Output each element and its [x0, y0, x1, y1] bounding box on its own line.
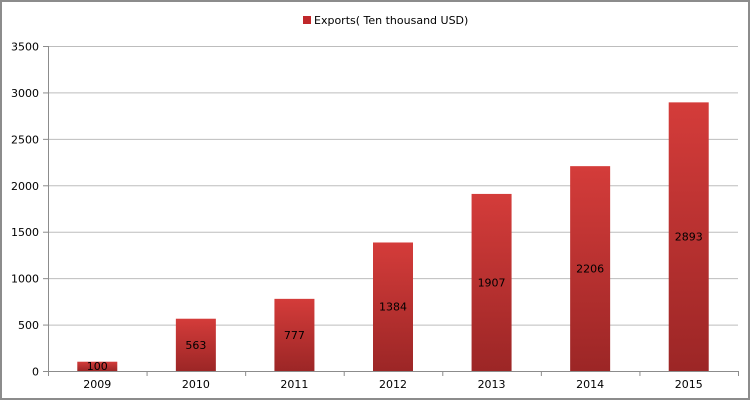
x-tick-label: 2011: [280, 378, 308, 391]
bar: [175, 318, 216, 371]
bar: [570, 166, 611, 371]
y-tick-label: 3500: [11, 41, 39, 54]
legend-label: Exports( Ten thousand USD): [314, 14, 468, 27]
data-label: 1907: [478, 276, 506, 289]
bar: [274, 298, 315, 371]
x-tick-label: 2010: [182, 378, 210, 391]
y-tick-label: 1500: [11, 226, 39, 239]
legend-swatch: [303, 16, 311, 24]
x-tick-label: 2013: [478, 378, 506, 391]
y-tick-label: 2000: [11, 180, 39, 193]
data-label: 563: [185, 339, 206, 352]
x-tick-label: 2012: [379, 378, 407, 391]
data-label: 777: [284, 329, 305, 342]
x-tick-label: 2015: [675, 378, 703, 391]
data-label: 100: [87, 360, 108, 373]
y-tick-label: 2500: [11, 133, 39, 146]
bar: [471, 193, 512, 371]
y-tick-label: 500: [18, 319, 39, 332]
bar: [373, 242, 413, 371]
data-label: 2893: [675, 231, 703, 244]
data-label: 2206: [576, 263, 604, 276]
y-tick-label: 0: [32, 366, 39, 379]
y-tick-label: 3000: [11, 87, 39, 100]
legend: Exports( Ten thousand USD): [303, 14, 468, 27]
data-label: 1384: [379, 301, 407, 314]
x-tick-label: 2014: [576, 378, 604, 391]
bar: [668, 102, 709, 371]
bar: [77, 361, 118, 371]
x-tick-label: 2009: [83, 378, 111, 391]
y-tick-label: 1000: [11, 273, 39, 286]
